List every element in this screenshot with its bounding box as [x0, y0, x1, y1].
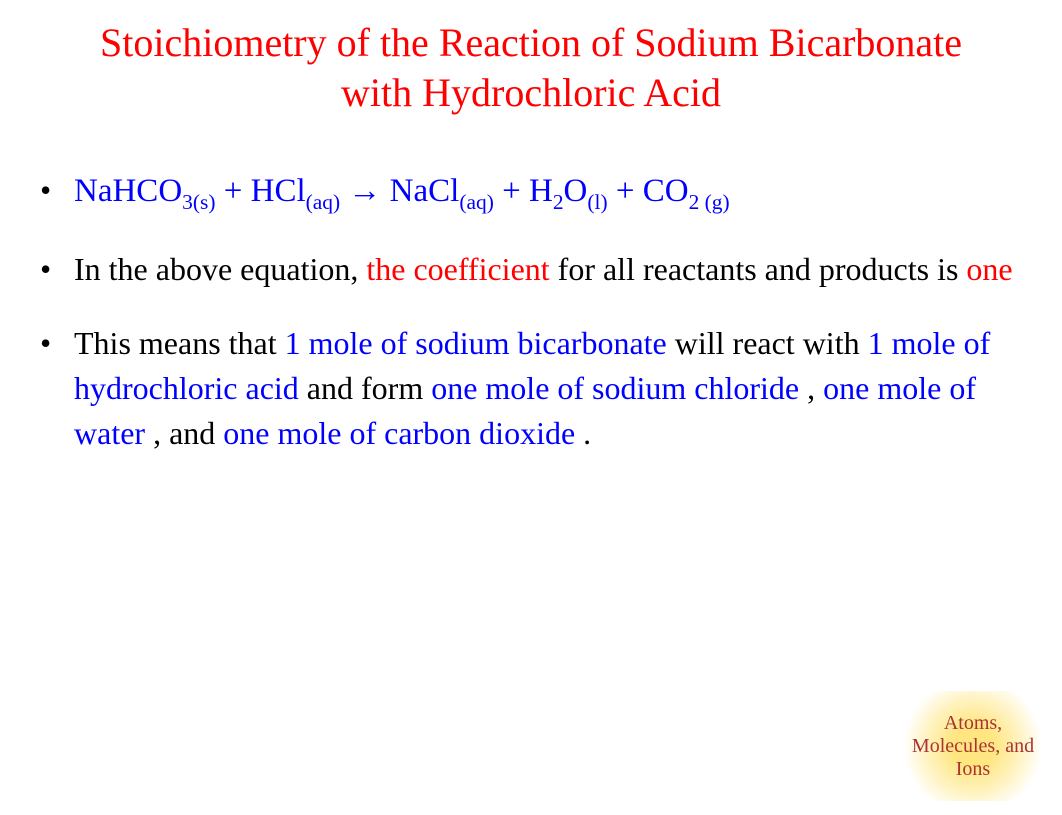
sub-aq1: (aq) — [306, 190, 341, 214]
b3-h5: one mole of carbon dioxide — [223, 415, 575, 451]
plus-1: + — [216, 173, 251, 209]
b3-text1: This means that — [74, 325, 285, 361]
b3-text4: , — [807, 370, 823, 406]
bullet-list: NaHCO3(s) + HCl(aq) → NaCl(aq) + H2O(l) … — [40, 168, 1022, 456]
plus-3: + — [608, 173, 643, 209]
bullet-moles: This means that 1 mole of sodium bicarbo… — [40, 321, 1022, 455]
sub-aq2: (aq) — [459, 190, 494, 214]
sub-l: (l) — [587, 190, 607, 214]
b3-text6: . — [583, 415, 591, 451]
product-h: H — [529, 173, 553, 209]
corner-badge: Atoms, Molecules, and Ions — [898, 691, 1048, 801]
b3-h3: one mole of sodium chloride — [431, 370, 799, 406]
chemical-equation: NaHCO3(s) + HCl(aq) → NaCl(aq) + H2O(l) … — [74, 173, 730, 209]
plus-2: + — [494, 173, 529, 209]
b3-text2: will react with — [675, 325, 868, 361]
sub-2: 2 — [553, 190, 564, 214]
b2-text1: In the above equation, — [74, 251, 366, 287]
b3-text5: , and — [153, 415, 223, 451]
corner-text: Atoms, Molecules, and Ions — [898, 712, 1048, 781]
b3-text3: and form — [307, 370, 431, 406]
b2-highlight-coefficient: the coefficient — [366, 251, 549, 287]
reactant-hcl: HCl — [251, 173, 306, 209]
reactant-nahco3: NaHCO — [74, 173, 182, 209]
b2-text2: for all reactants and products is — [558, 251, 967, 287]
sub-2g: 2 (g) — [689, 190, 730, 214]
product-co: CO — [643, 173, 689, 209]
bullet-equation: NaHCO3(s) + HCl(aq) → NaCl(aq) + H2O(l) … — [40, 168, 1022, 217]
reaction-arrow: → — [340, 173, 390, 209]
slide-title: Stoichiometry of the Reaction of Sodium … — [0, 18, 1062, 118]
b3-h1: 1 mole of sodium bicarbonate — [285, 325, 667, 361]
product-nacl: NaCl — [390, 173, 460, 209]
bullet-coefficient: In the above equation, the coefficient f… — [40, 247, 1022, 292]
sub-3s: 3(s) — [182, 190, 215, 214]
product-o: O — [564, 173, 588, 209]
b2-highlight-one: one — [966, 251, 1012, 287]
